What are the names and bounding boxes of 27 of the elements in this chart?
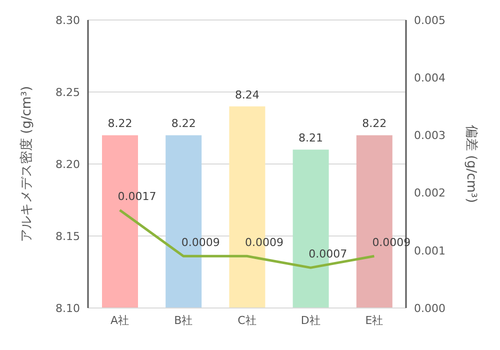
data-label: 8.21 [298,132,324,145]
x-tick-label: A社 [110,314,130,327]
data-label: 8.22 [108,117,132,130]
y2-tick-label: 0.001 [414,244,446,258]
x-tick-label: B社 [174,314,193,327]
y-tick-label: 8.25 [56,86,80,99]
y2-axis-title: 偏差 (g/cm³) [463,125,478,203]
y-axis-title: アルキメデス密度 (g/cm³) [18,86,35,242]
y2-tick-label: 0.005 [414,14,446,27]
y-tick-label: 8.20 [56,158,80,171]
data-label: 8.24 [234,88,260,102]
y2-tick-label: 0.000 [414,302,446,315]
x-tick-label: D社 [300,314,320,327]
y-tick-label: 8.15 [56,230,80,243]
x-tick-label: E社 [365,314,384,327]
y2-tick-label: 0.004 [414,72,446,85]
data-label: 0.0009 [245,236,284,250]
y-tick-label: 8.10 [56,302,80,315]
data-label: 8.22 [362,117,387,130]
data-label: 8.22 [171,117,196,130]
y2-tick-label: 0.003 [414,129,446,142]
x-tick-label: C社 [238,314,256,327]
data-label: 0.0009 [181,236,220,250]
y2-tick-label: 0.002 [414,186,446,200]
data-label: 0.0007 [308,248,348,261]
data-label: 0.0017 [118,190,156,204]
y-tick-label: 8.30 [56,14,80,27]
